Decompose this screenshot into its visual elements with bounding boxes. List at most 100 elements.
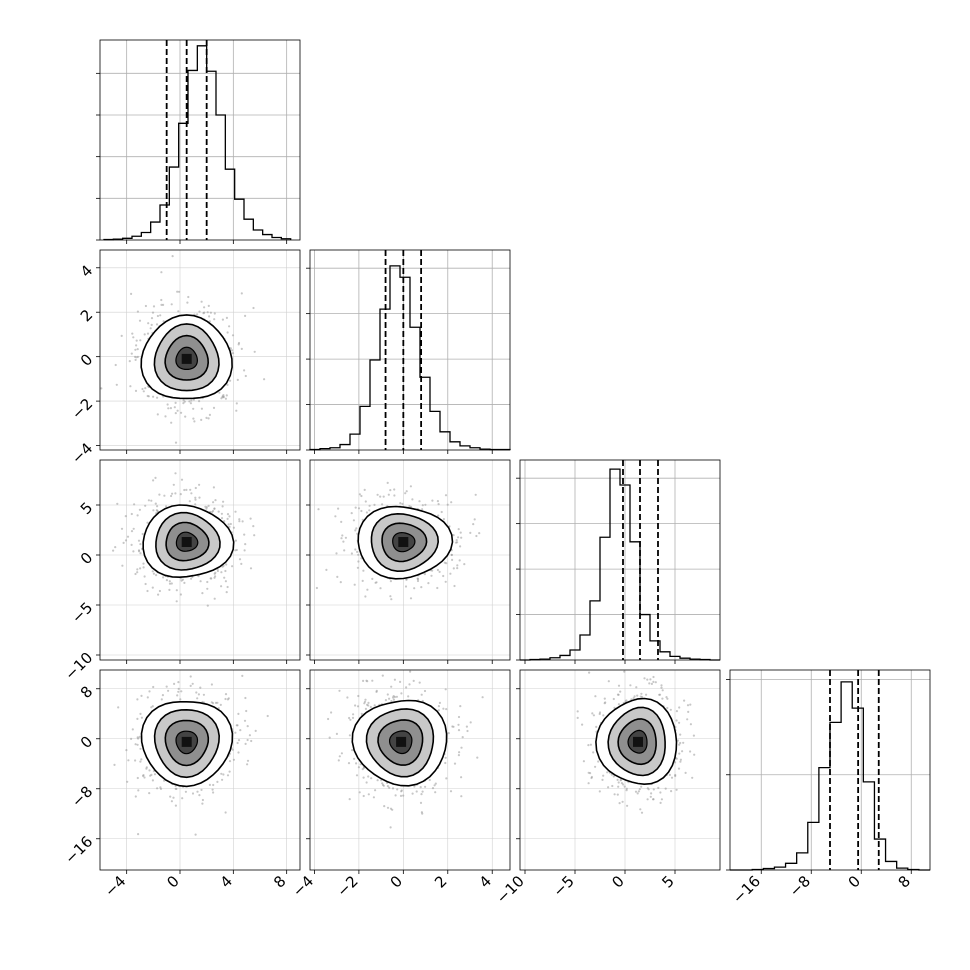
sample-point: [138, 508, 141, 511]
sample-point: [411, 498, 414, 501]
sample-point: [236, 724, 239, 727]
sample-point: [460, 746, 463, 749]
sample-point: [679, 758, 683, 761]
y-tick-label: −10: [61, 649, 96, 684]
sample-point: [141, 532, 144, 536]
sample-point: [683, 699, 686, 702]
sample-point: [210, 577, 213, 580]
sample-point: [210, 683, 213, 686]
sample-point: [355, 774, 359, 777]
sample-point: [576, 716, 579, 720]
sample-point: [222, 500, 225, 503]
sample-point: [171, 255, 174, 258]
histogram-panel-1: [306, 249, 511, 454]
sample-point: [679, 760, 682, 763]
sample-point: [211, 510, 214, 514]
sample-point: [188, 400, 191, 403]
sample-point: [390, 685, 393, 688]
x-tick-label: 4: [217, 872, 236, 891]
sample-point: [347, 762, 351, 765]
sample-point: [206, 580, 209, 584]
sample-point: [389, 826, 392, 829]
sample-point: [389, 595, 392, 598]
sample-point: [100, 387, 103, 390]
sample-point: [180, 478, 184, 481]
sample-point: [437, 503, 440, 506]
sample-point: [617, 684, 621, 687]
sample-point: [354, 506, 357, 509]
sample-point: [201, 592, 204, 595]
sample-point: [328, 736, 331, 739]
sample-point: [143, 575, 146, 578]
sample-point: [648, 682, 651, 685]
sample-point: [175, 787, 178, 791]
sample-point: [420, 793, 423, 796]
density-peak: [181, 353, 192, 364]
sample-point: [205, 416, 208, 419]
density-panel-0-2: [96, 459, 301, 664]
sample-point: [157, 593, 160, 596]
sample-point: [444, 494, 448, 497]
sample-point: [189, 402, 192, 405]
sample-point: [668, 773, 672, 777]
sample-point: [136, 698, 139, 701]
histogram-panel-3: [726, 669, 931, 874]
sample-point: [373, 503, 376, 506]
sample-point: [367, 775, 370, 778]
sample-point: [591, 712, 594, 715]
sample-point: [246, 725, 249, 728]
sample-point: [352, 519, 355, 522]
sample-point: [371, 577, 374, 581]
sample-point: [587, 782, 590, 785]
sample-point: [456, 564, 459, 567]
sample-point: [660, 686, 663, 689]
y-tick-label: −2: [68, 395, 96, 423]
sample-point: [226, 698, 229, 701]
sample-point: [361, 579, 364, 583]
x-tick-label: 4: [476, 872, 495, 891]
sample-point: [368, 509, 371, 512]
sample-point: [452, 567, 455, 570]
sample-point: [677, 767, 681, 770]
sample-point: [633, 695, 636, 698]
sample-point: [144, 387, 147, 390]
sample-point: [658, 693, 661, 696]
sample-point: [383, 805, 386, 808]
sample-point: [402, 794, 405, 797]
sample-point: [225, 394, 228, 397]
sample-point: [355, 762, 358, 765]
sample-point: [220, 772, 223, 775]
sample-point: [433, 784, 436, 787]
sample-point: [177, 310, 180, 313]
sample-point: [388, 786, 391, 789]
sample-point: [361, 768, 364, 771]
sample-point: [156, 413, 159, 416]
sample-point: [146, 589, 149, 593]
sample-point: [676, 739, 680, 742]
sample-point: [399, 502, 402, 505]
sample-point: [169, 407, 172, 410]
sample-point: [138, 550, 141, 553]
sample-point: [175, 589, 178, 592]
sample-point: [409, 505, 413, 508]
sample-point: [196, 313, 199, 316]
sample-point: [214, 499, 217, 502]
sample-point: [678, 721, 681, 724]
sample-point: [389, 489, 392, 492]
sample-point: [337, 759, 340, 762]
sample-point: [389, 807, 393, 810]
sample-point: [226, 331, 229, 334]
sample-point: [363, 488, 366, 491]
sample-point: [245, 709, 248, 713]
sample-point: [120, 527, 124, 530]
sample-point: [619, 690, 622, 693]
sample-point: [222, 773, 225, 776]
sample-point: [437, 705, 440, 708]
sample-point: [379, 495, 382, 498]
sample-point: [234, 549, 237, 552]
sample-point: [128, 360, 131, 363]
sample-point: [244, 543, 247, 546]
sample-point: [431, 499, 434, 502]
sample-point: [139, 552, 142, 555]
sample-point: [416, 578, 420, 581]
